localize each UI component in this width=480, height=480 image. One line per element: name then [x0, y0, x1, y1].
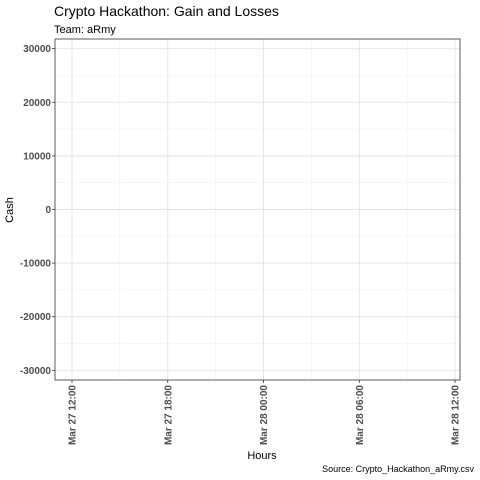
chart-subtitle: Team: aRmy — [54, 24, 116, 36]
y-tick-label: -10000 — [20, 259, 52, 270]
x-axis: Mar 27 12:00 Mar 27 18:00 Mar 28 00:00 Mar … — [68, 380, 462, 445]
x-tick-label: Mar 27 12:00 — [68, 385, 79, 445]
y-tick-label: 20000 — [23, 98, 51, 109]
y-axis: 30000 20000 10000 0 -10000 -20000 -30000 — [20, 44, 55, 377]
chart-caption: Source: Crypto_Hackathon_aRmy.csv — [322, 464, 474, 474]
grid — [55, 39, 460, 380]
x-tick-label: Mar 27 18:00 — [163, 385, 174, 445]
x-tick-label: Mar 28 06:00 — [355, 385, 366, 445]
x-tick-label: Mar 28 00:00 — [259, 385, 270, 445]
y-axis-title: Cash — [4, 197, 16, 223]
x-axis-title: Hours — [247, 450, 277, 462]
y-tick-label: -30000 — [20, 366, 52, 377]
y-tick-label: 10000 — [23, 151, 51, 162]
y-tick-label: 30000 — [23, 44, 51, 55]
x-tick-label: Mar 28 12:00 — [451, 385, 462, 445]
chart-title: Crypto Hackathon: Gain and Losses — [54, 3, 279, 19]
y-tick-label: 0 — [45, 205, 51, 216]
y-tick-label: -20000 — [20, 312, 52, 323]
plot-area — [54, 38, 461, 381]
